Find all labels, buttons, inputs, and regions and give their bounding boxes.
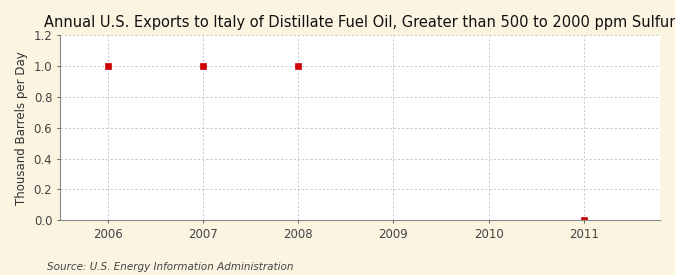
Text: Source: U.S. Energy Information Administration: Source: U.S. Energy Information Administ… <box>47 262 294 272</box>
Title: Annual U.S. Exports to Italy of Distillate Fuel Oil, Greater than 500 to 2000 pp: Annual U.S. Exports to Italy of Distilla… <box>45 15 675 30</box>
Y-axis label: Thousand Barrels per Day: Thousand Barrels per Day <box>15 51 28 205</box>
